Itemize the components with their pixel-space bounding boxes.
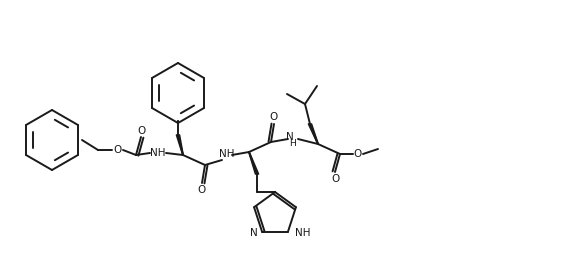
Text: NH: NH bbox=[295, 228, 310, 238]
Text: NH: NH bbox=[219, 149, 235, 159]
Text: O: O bbox=[270, 112, 278, 122]
Text: O: O bbox=[114, 145, 122, 155]
Text: O: O bbox=[137, 126, 145, 136]
Text: O: O bbox=[354, 149, 362, 159]
Text: N: N bbox=[286, 132, 294, 142]
Text: H: H bbox=[289, 140, 296, 148]
Text: N: N bbox=[250, 228, 258, 238]
Text: NH: NH bbox=[150, 148, 166, 158]
Text: O: O bbox=[331, 174, 339, 184]
Text: O: O bbox=[198, 185, 206, 195]
